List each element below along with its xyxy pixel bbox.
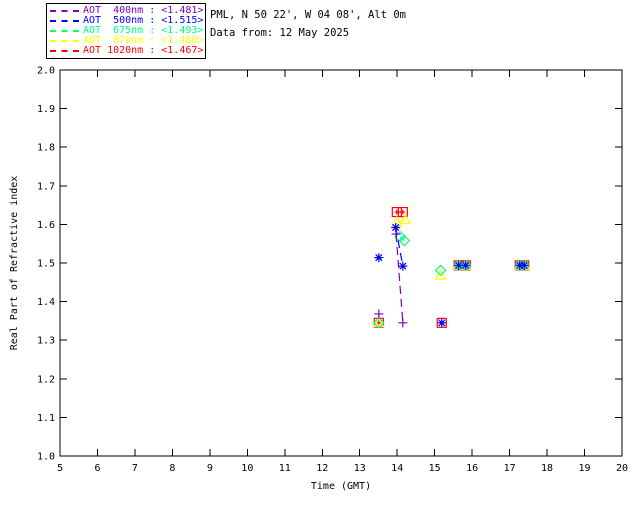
svg-text:5: 5 [57, 463, 63, 474]
svg-text:1.7: 1.7 [37, 181, 55, 192]
svg-text:18: 18 [541, 463, 553, 474]
svg-text:7: 7 [132, 463, 138, 474]
svg-text:16: 16 [466, 463, 478, 474]
data-date-text: Data from: 12 May 2025 [210, 27, 350, 39]
header: PML, N 50 22', W 04 08', Alt 0m Data fro… [210, 6, 406, 42]
svg-text:15: 15 [429, 463, 441, 474]
svg-text:1.3: 1.3 [37, 336, 55, 347]
svg-text:Time (GMT): Time (GMT) [311, 481, 371, 492]
svg-text:1.0: 1.0 [37, 452, 55, 463]
svg-text:Real Part of Refractive index: Real Part of Refractive index [9, 176, 20, 351]
legend-box: AOT 400nm : <1.481> AOT 500nm : <1.515> … [46, 3, 206, 59]
legend-label-675nm: AOT 675nm : <1.493> [83, 25, 204, 36]
legend-entry-500nm: AOT 500nm : <1.515> [50, 15, 204, 26]
svg-text:19: 19 [579, 463, 591, 474]
svg-text:20: 20 [616, 463, 628, 474]
legend-label-400nm: AOT 400nm : <1.481> [83, 5, 204, 16]
legend-entry-870nm: AOT 870nm : <1.480> [50, 35, 204, 46]
legend-entry-675nm: AOT 675nm : <1.493> [50, 25, 204, 36]
legend-label-1020nm: AOT 1020nm : <1.467> [83, 45, 204, 56]
site-location-text: PML, N 50 22', W 04 08', Alt 0m [210, 9, 406, 21]
svg-text:14: 14 [391, 463, 403, 474]
svg-text:17: 17 [504, 463, 516, 474]
svg-text:13: 13 [354, 463, 366, 474]
svg-text:1.4: 1.4 [37, 297, 55, 308]
svg-text:6: 6 [94, 463, 100, 474]
svg-text:1.1: 1.1 [37, 413, 55, 424]
legend-label-500nm: AOT 500nm : <1.515> [83, 15, 204, 26]
legend-dash-line-icon [50, 20, 79, 22]
legend-entry-400nm: AOT 400nm : <1.481> [50, 5, 204, 16]
svg-text:1.6: 1.6 [37, 220, 55, 231]
svg-text:1.2: 1.2 [37, 374, 55, 385]
svg-text:11: 11 [279, 463, 291, 474]
svg-text:1.8: 1.8 [37, 143, 55, 154]
legend-dash-line-icon [50, 10, 79, 12]
legend-entry-1020nm: AOT 1020nm : <1.467> [50, 45, 204, 56]
svg-text:12: 12 [316, 463, 328, 474]
svg-text:1.5: 1.5 [37, 259, 55, 270]
svg-text:8: 8 [169, 463, 175, 474]
legend-dash-line-icon [50, 30, 79, 32]
svg-text:9: 9 [207, 463, 213, 474]
legend-dash-line-icon [50, 50, 79, 52]
svg-text:2.0: 2.0 [37, 66, 55, 77]
legend-label-870nm: AOT 870nm : <1.480> [83, 35, 204, 46]
svg-text:10: 10 [241, 463, 253, 474]
svg-text:1.9: 1.9 [37, 104, 55, 115]
legend-dash-line-icon [50, 40, 79, 42]
